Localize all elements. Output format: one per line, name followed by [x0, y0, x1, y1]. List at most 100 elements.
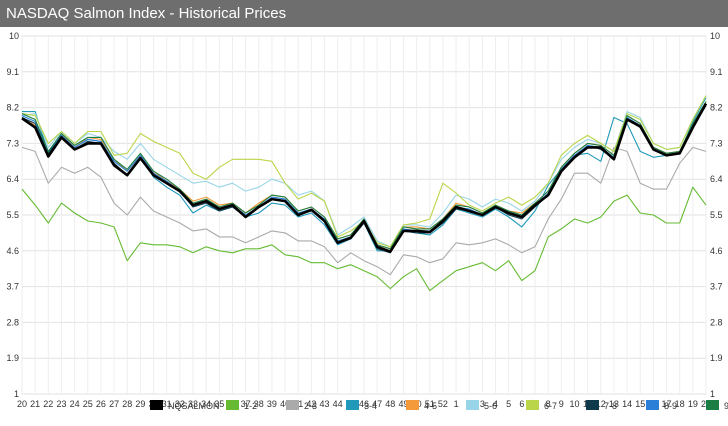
grid — [21, 35, 707, 395]
x-tick-label: 3 — [480, 399, 485, 409]
legend-swatch — [286, 400, 299, 410]
x-tick-label: 9 — [559, 399, 564, 409]
legend-label: NQSALMON — [168, 401, 220, 411]
series-line-nqsalmon — [21, 102, 708, 253]
x-tick-label: 29 — [135, 399, 145, 409]
y-tick-label-left: 3.7 — [6, 282, 19, 292]
x-tick-label: 39 — [267, 399, 277, 409]
series-line-2-3 — [21, 146, 707, 276]
x-tick-label: 46 — [359, 399, 369, 409]
x-tick-label: 10 — [569, 399, 579, 409]
x-tick-label: 17 — [662, 399, 672, 409]
y-tick-label-left: 5.5 — [6, 210, 19, 220]
x-tick-label: 23 — [56, 399, 66, 409]
x-tick-label: 48 — [385, 399, 395, 409]
x-tick-label: 43 — [320, 399, 330, 409]
x-tick-label: 22 — [43, 399, 53, 409]
series-line-1-2 — [21, 186, 707, 292]
legend-label: 9+ — [724, 401, 728, 411]
x-tick-label: 35 — [214, 399, 224, 409]
y-tick-label-right: 7.3 — [710, 138, 723, 148]
x-tick-label: 24 — [70, 399, 80, 409]
y-tick-label-left: 2.8 — [6, 317, 19, 327]
legend-swatch — [526, 400, 539, 410]
legend-label: 6-7 — [544, 401, 557, 411]
y-tick-label-left: 6.4 — [6, 174, 19, 184]
legend-item-5-6[interactable]: 5-6 — [466, 400, 497, 411]
x-tick-label: 32 — [175, 399, 185, 409]
x-tick-label: 42 — [306, 399, 316, 409]
x-tick-label: 6 — [519, 399, 524, 409]
x-tick-label: 25 — [83, 399, 93, 409]
x-tick-label: 28 — [122, 399, 132, 409]
y-tick-label-left: 8.2 — [6, 103, 19, 113]
y-tick-label-left: 7.3 — [6, 138, 19, 148]
y-tick-label-right: 1 — [710, 389, 715, 399]
x-tick-label: 26 — [96, 399, 106, 409]
x-tick-label: 1 — [454, 399, 459, 409]
y-tick-label-right: 2.8 — [710, 317, 723, 327]
series-lines — [21, 95, 708, 292]
y-tick-label-right: 6.4 — [710, 174, 723, 184]
legend-swatch — [150, 400, 163, 410]
legend-swatch — [646, 400, 659, 410]
x-tick-label: 52 — [438, 399, 448, 409]
legend-item-4-5[interactable]: 4-5 — [406, 400, 437, 411]
series-line-5-6 — [21, 95, 707, 248]
y-tick-label-right: 4.6 — [710, 246, 723, 256]
legend-item-9+[interactable]: 9+ — [706, 400, 728, 411]
x-tick-label: 47 — [372, 399, 382, 409]
y-tick-label-left: 1.9 — [6, 353, 19, 363]
legend-swatch — [346, 400, 359, 410]
x-tick-label: 40 — [280, 399, 290, 409]
legend-swatch — [706, 400, 719, 410]
x-tick-label: 38 — [254, 399, 264, 409]
x-tick-label: 21 — [30, 399, 40, 409]
x-tick-label: 31 — [162, 399, 172, 409]
x-tick-label: 8 — [546, 399, 551, 409]
legend-item-7-8[interactable]: 7-8 — [586, 400, 617, 411]
y-tick-label-left: 1 — [14, 389, 19, 399]
y-tick-label-right: 10 — [710, 31, 720, 41]
x-tick-label: 20 — [17, 399, 27, 409]
legend-item-3-4[interactable]: 3-4 — [346, 400, 377, 411]
x-tick-label: 4 — [493, 399, 498, 409]
legend-item-2-3[interactable]: 2-3 — [286, 400, 317, 411]
y-tick-label-left: 9.1 — [6, 67, 19, 77]
x-tick-label: 14 — [622, 399, 632, 409]
legend-label: 8-9 — [664, 401, 677, 411]
x-tick-label: 5 — [506, 399, 511, 409]
legend-item-8-9[interactable]: 8-9 — [646, 400, 677, 411]
legend-item-6-7[interactable]: 6-7 — [526, 400, 557, 411]
x-tick-label: 19 — [688, 399, 698, 409]
x-tick-label: 51 — [425, 399, 435, 409]
x-tick-label: 15 — [635, 399, 645, 409]
y-tick-label-right: 5.5 — [710, 210, 723, 220]
x-tick-label: 12 — [596, 399, 606, 409]
y-tick-label-right: 9.1 — [710, 67, 723, 77]
x-tick-label: 18 — [675, 399, 685, 409]
legend-swatch — [406, 400, 419, 410]
y-tick-label-right: 1.9 — [710, 353, 723, 363]
x-tick-label: 37 — [241, 399, 251, 409]
x-tick-label: 27 — [109, 399, 119, 409]
x-tick-label: 49 — [398, 399, 408, 409]
legend-item-nqsalmon[interactable]: NQSALMON — [150, 400, 220, 411]
x-tick-label: 44 — [333, 399, 343, 409]
legend-label: 4-5 — [424, 401, 437, 411]
legend-swatch — [466, 400, 479, 410]
x-tick-label: 34 — [201, 399, 211, 409]
legend-swatch — [586, 400, 599, 410]
y-tick-label-right: 3.7 — [710, 282, 723, 292]
legend-label: 1-2 — [244, 401, 257, 411]
y-axis-left: 1 1.9 2.8 3.7 4.6 5.5 6.4 7.3 8.2 9.1 10 — [6, 31, 19, 399]
legend-label: 7-8 — [604, 401, 617, 411]
legend-item-1-2[interactable]: 1-2 — [226, 400, 257, 411]
chart-title-bar: NASDAQ Salmon Index - Historical Prices — [0, 0, 728, 27]
legend[interactable]: NQSALMON 1-2 2-3 3-4 4-5 5-6 6-7 7-8 8-9 9+ — [150, 400, 728, 411]
chart-title: NASDAQ Salmon Index - Historical Prices — [6, 5, 287, 22]
legend-label: 2-3 — [304, 401, 317, 411]
legend-swatch — [226, 400, 239, 410]
y-tick-label-left: 4.6 — [6, 246, 19, 256]
